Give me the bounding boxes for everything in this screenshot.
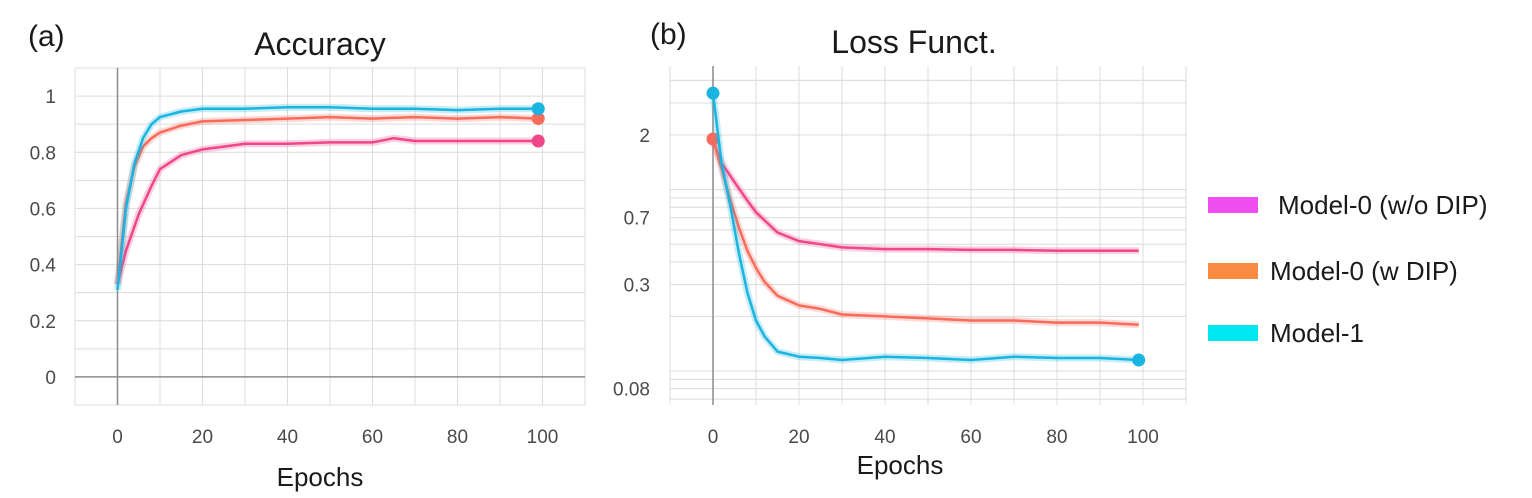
series-line [116,115,539,285]
y-tick-label: 0.08 [613,380,650,401]
x-tick-label: 0 [112,427,123,448]
series-end-marker [531,134,545,148]
loss-title: Loss Funct. [831,24,996,60]
x-tick-label: 80 [447,427,468,448]
y-tick-label: 0.6 [30,199,56,220]
series-line [116,106,539,291]
loss-x-axis-label: Epochs [857,450,944,480]
accuracy-plot: 0 20 40 60 80 100 0 0.2 0.4 0.6 0.8 1 [30,67,586,448]
x-tick-label: 20 [788,427,809,448]
x-tick-label: 0 [708,427,719,448]
series-line [711,93,1139,362]
y-tick-label: 1 [45,87,56,108]
series-line [116,136,539,285]
series-end-marker [706,86,720,100]
panel-label-a: (a) [28,20,65,53]
x-tick-label: 40 [277,427,298,448]
panel-label-b: (b) [650,18,687,51]
x-tick-label: 60 [960,427,981,448]
accuracy-panel: (a) Accuracy 0 20 40 60 80 10000.20.40.60.81 … [28,20,586,492]
y-tick-label: 0.2 [30,312,56,333]
legend-label: Model-0 (w/o DIP) [1278,190,1488,220]
y-tick-label: 0.4 [30,256,57,277]
legend-swatch [1208,263,1258,279]
series-line [711,140,1139,253]
loss-plot: 0 20 40 60 80 100 2 0.7 0.3 0.08 [613,66,1187,448]
series-end-marker [531,102,545,116]
x-tick-label: 100 [527,427,559,448]
y-tick-label: 2 [639,126,650,147]
loss-panel: (b) Loss Funct. 0 20 40 60 80 10020.70.30.08 … [613,18,1187,480]
series-end-marker [531,112,545,126]
series-end-marker [706,132,720,146]
accuracy-title: Accuracy [254,26,386,62]
accuracy-x-axis-label: Epochs [277,462,364,492]
y-tick-label: 0.8 [30,143,56,164]
x-tick-label: 80 [1046,427,1067,448]
x-tick-label: 40 [874,427,895,448]
series-end-marker [1132,353,1146,367]
x-tick-label: 100 [1127,427,1159,448]
y-tick-label: 0 [45,368,56,389]
legend-label: Model-1 [1270,318,1364,348]
legend-swatch [1208,325,1258,341]
y-tick-label: 0.7 [624,209,650,230]
legend-label: Model-0 (w DIP) [1270,256,1458,286]
x-tick-label: 60 [362,427,383,448]
y-tick-label: 0.3 [624,275,650,296]
legend-swatch [1208,197,1258,213]
series-line [711,138,1139,326]
x-tick-label: 20 [192,427,213,448]
